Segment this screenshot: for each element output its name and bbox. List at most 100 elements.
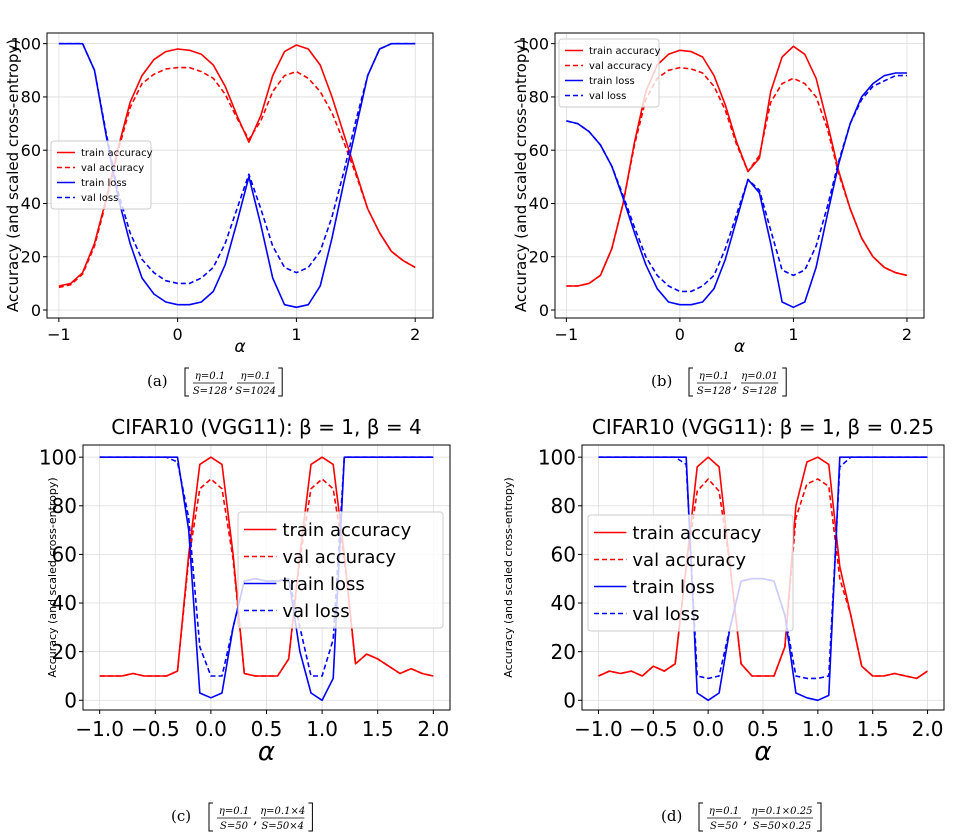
- caption-label: (d): [661, 807, 682, 825]
- legend: train accuracy val accuracy train loss val …: [237, 511, 444, 629]
- y-tick-label: 20: [529, 247, 549, 266]
- legend-label: val accuracy: [589, 61, 652, 72]
- series-line-val-accuracy: [99, 478, 434, 677]
- panel-d: −1.0 −0.5 0.0 0.5 1.0 1.5 2.0 0 20 40 60 80 100 α Accu…: [502, 415, 945, 832]
- y-tick-label: 40: [551, 591, 576, 615]
- x-tick-label: −0.5: [629, 717, 678, 741]
- legend-label: train accuracy: [81, 148, 153, 159]
- x-tick-label: 0.0: [195, 717, 227, 741]
- x-tick-label: 2.0: [912, 717, 944, 741]
- legend-label: val loss: [632, 604, 699, 625]
- y-tick-label: 0: [539, 301, 549, 320]
- x-tick-label: 0.5: [251, 717, 283, 741]
- caption-bracket-right: [308, 802, 313, 832]
- x-tick-label: 1.0: [306, 717, 338, 741]
- legend-label: train loss: [632, 577, 714, 598]
- y-tick-label: 40: [52, 591, 77, 615]
- y-tick-label: 60: [21, 141, 41, 160]
- legend: train accuracy val accuracy train loss val …: [558, 38, 661, 108]
- y-tick-label: 60: [551, 543, 576, 567]
- caption-label: (a): [147, 372, 168, 390]
- chart-title: CIFAR10 (VGG11): β = 1, β = 4: [111, 415, 421, 439]
- y-tick-label: 60: [529, 141, 549, 160]
- caption-frac2-num: η=0.1×0.25: [752, 806, 813, 817]
- caption-frac1-num: η=0.1: [219, 806, 249, 817]
- legend-label: val accuracy: [81, 163, 144, 174]
- caption-comma: ,: [229, 374, 234, 392]
- y-tick-label: 80: [21, 88, 41, 107]
- series-line-val-loss: [566, 74, 907, 293]
- caption-frac2-den: S=50×0.25: [753, 821, 812, 832]
- y-tick-label: 40: [21, 194, 41, 213]
- x-tick-label: −0.5: [131, 717, 180, 741]
- caption-frac2-num: η=0.01: [741, 371, 778, 382]
- caption-frac2-den: S=128: [742, 386, 776, 397]
- legend-label: val loss: [589, 91, 626, 102]
- x-tick-label: 1: [291, 325, 301, 344]
- caption-comma: ,: [743, 809, 748, 827]
- y-tick-label: 80: [529, 88, 549, 107]
- x-tick-label: 1.5: [362, 717, 394, 741]
- caption-frac2-den: S=50×4: [261, 821, 304, 832]
- caption-frac1-den: S=128: [193, 386, 227, 397]
- caption-bracket-right: [782, 367, 787, 397]
- caption: (a) η=0.1 S=128, η=0.1 S=1024: [147, 367, 283, 397]
- x-tick-label: 1: [788, 325, 798, 344]
- caption-bracket-left: [184, 367, 189, 397]
- x-tick-label: 0: [173, 325, 183, 344]
- caption-bracket-right: [817, 802, 822, 832]
- legend-label: train accuracy: [632, 523, 761, 544]
- panel-c: −1.0 −0.5 0.0 0.5 1.0 1.5 2.0 0 20 40 60 80 100 α Accu…: [39, 415, 451, 832]
- x-tick-label: 0.5: [747, 717, 779, 741]
- y-tick-label: 0: [31, 301, 41, 320]
- y-tick-label: 80: [52, 494, 77, 518]
- legend-label: val loss: [81, 193, 118, 204]
- caption-frac1-den: S=50: [220, 821, 249, 832]
- legend-box: [558, 38, 660, 108]
- x-axis-label: α: [234, 337, 245, 357]
- legend-label: train loss: [589, 76, 635, 87]
- x-tick-label: 1.5: [857, 717, 889, 741]
- x-tick-label: 0.0: [692, 717, 724, 741]
- caption-bracket-left: [688, 367, 693, 397]
- x-tick-label: 2: [410, 325, 420, 344]
- caption: (b) η=0.1 S=128, η=0.01 S=128: [651, 367, 787, 397]
- y-tick-label: 60: [52, 543, 77, 567]
- series-line-val-accuracy: [598, 478, 928, 680]
- x-tick-label: 2.0: [417, 717, 449, 741]
- y-tick-label: 20: [551, 640, 576, 664]
- y-axis-label: Accuracy (and scaled cross-entropy): [4, 39, 22, 312]
- axes-frame: [46, 32, 434, 319]
- x-tick-label: 0: [675, 325, 685, 344]
- x-tick-label: −1: [47, 325, 71, 344]
- axes-frame: [554, 32, 925, 319]
- x-tick-label: −1: [555, 325, 579, 344]
- y-axis-label: Accuracy (and scaled cross-entropy): [46, 477, 59, 677]
- caption-frac2-num: η=0.1: [240, 371, 270, 382]
- y-tick-label: 100: [538, 445, 576, 469]
- legend-box: [50, 140, 152, 210]
- caption-label: (c): [171, 807, 191, 825]
- legend-box: [587, 514, 794, 632]
- legend: train accuracy val accuracy train loss val …: [587, 514, 794, 632]
- series-line-val-accuracy: [566, 66, 908, 287]
- x-tick-label: −1.0: [574, 717, 623, 741]
- series-line-val-accuracy: [58, 66, 416, 289]
- caption-frac1-num: η=0.1: [709, 806, 739, 817]
- caption-frac1-den: S=128: [697, 386, 731, 397]
- y-tick-label: 100: [39, 445, 77, 469]
- legend-label: val loss: [282, 601, 349, 622]
- caption-comma: ,: [733, 374, 738, 392]
- caption-frac2-den: S=1024: [235, 386, 276, 397]
- caption-frac1-num: η=0.1: [699, 371, 729, 382]
- y-axis-label: Accuracy (and scaled cross-entropy): [512, 39, 530, 312]
- x-tick-label: −1.0: [75, 717, 124, 741]
- y-tick-label: 20: [52, 640, 77, 664]
- y-tick-label: 100: [10, 34, 41, 53]
- caption-frac1-den: S=50: [710, 821, 739, 832]
- y-tick-label: 40: [529, 194, 549, 213]
- caption: (d) η=0.1 S=50, η=0.1×0.25 S=50×0.25: [661, 802, 822, 832]
- legend-label: train loss: [81, 178, 127, 189]
- x-axis-label: α: [258, 737, 275, 767]
